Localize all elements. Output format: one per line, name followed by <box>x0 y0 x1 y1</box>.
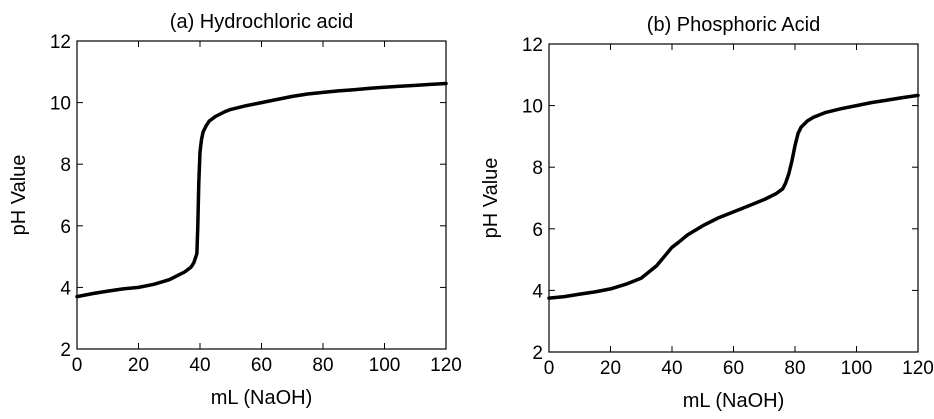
panel-a-x-tick-label: 120 <box>430 355 462 376</box>
panel-a-title: (a) Hydrochloric acid <box>170 11 353 33</box>
panel-a-x-tick-label: 100 <box>369 355 401 376</box>
panel-a-y-tick-label: 12 <box>50 32 71 53</box>
panel-a-x-axis-label: mL (NaOH) <box>211 387 312 409</box>
panel-b-plot-frame <box>548 43 919 353</box>
panel-a-y-tick-label: 8 <box>60 155 71 176</box>
panel-b-x-tick-label: 40 <box>661 358 682 379</box>
panel-a-x-tick-label: 40 <box>189 355 210 376</box>
panel-a-y-tick-label: 10 <box>50 94 71 115</box>
panel-a-x-tick-label: 80 <box>312 355 333 376</box>
panel-b-titration-curve <box>547 93 920 300</box>
panel-b-y-tick-label: 6 <box>532 220 543 241</box>
panel-a-y-tick-label: 6 <box>60 217 71 238</box>
panel-b-x-axis-label: mL (NaOH) <box>683 390 784 412</box>
panel-b-x-tick-label: 120 <box>902 358 934 379</box>
panel-b-y-tick-label: 8 <box>532 158 543 179</box>
panel-b-y-tick-label: 2 <box>532 343 543 364</box>
panel-b-x-tick-label: 20 <box>600 358 621 379</box>
panel-b-y-tick-label: 10 <box>522 97 543 118</box>
panel-b-title: (b) Phosphoric Acid <box>647 14 820 36</box>
panel-a-plot-frame <box>76 40 447 350</box>
panel-a-x-tick-label: 20 <box>128 355 149 376</box>
panel-a-titration-curve <box>75 81 448 299</box>
panel-b-y-axis-label: pH Value <box>480 158 502 239</box>
panel-b-x-tick-label: 60 <box>723 358 744 379</box>
panel-b-x-tick-label: 100 <box>841 358 873 379</box>
panel-a-y-axis-label: pH Value <box>8 155 30 236</box>
panel-b-y-tick-label: 4 <box>532 281 543 302</box>
panel-a: (a) Hydrochloric acid 0 20 40 60 80 100 120 2 4 6 8… <box>8 11 462 409</box>
panel-a-x-tick-label: 60 <box>251 355 272 376</box>
panel-b-x-tick-label: 0 <box>544 358 555 379</box>
panel-a-y-tick-label: 2 <box>60 340 71 361</box>
panel-a-y-tick-label: 4 <box>60 278 71 299</box>
panel-a-x-tick-label: 0 <box>72 355 83 376</box>
panel-b: (b) Phosphoric Acid 0 20 40 60 80 100 120 2 4 6 8 10… <box>480 14 934 412</box>
panel-b-x-tick-label: 80 <box>784 358 805 379</box>
panel-b-y-tick-label: 12 <box>522 35 543 56</box>
